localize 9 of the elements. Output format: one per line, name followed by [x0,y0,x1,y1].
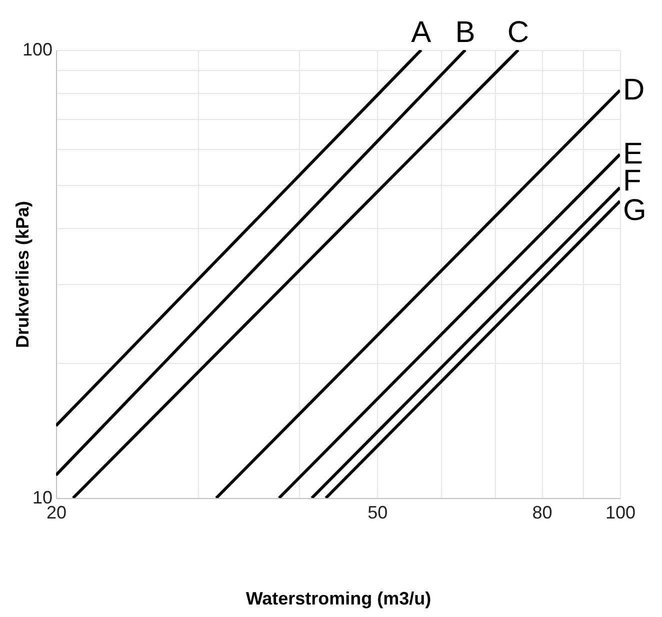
series-label: D [623,73,645,106]
x-tick-label: 50 [368,502,388,522]
series-label: B [455,16,476,49]
x-axis-title: Waterstroming (m3/u) [246,588,432,608]
series-label: A [411,16,432,49]
x-tick-label: 80 [532,502,552,522]
x-tick-label: 100 [605,502,636,522]
y-axis-title: Drukverlies (kPa) [12,200,32,348]
series-label: C [507,16,530,49]
